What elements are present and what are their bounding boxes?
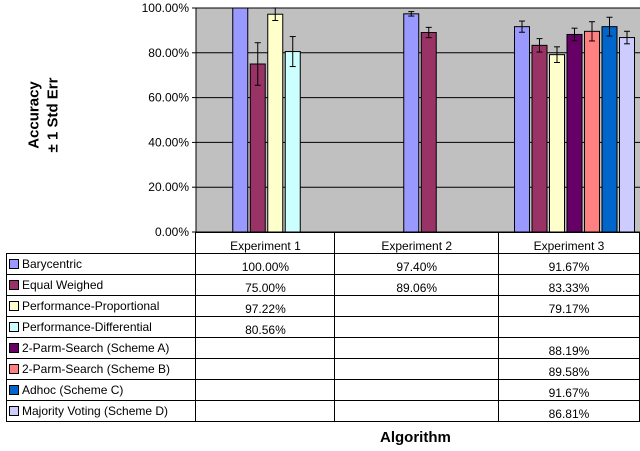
legend-entry: Equal Weighed <box>5 274 197 296</box>
data-value <box>334 358 499 380</box>
legend-swatch <box>9 322 19 332</box>
data-value: 89.58% <box>497 358 640 380</box>
bar <box>584 30 600 233</box>
series-name: Barycentric <box>22 257 83 271</box>
series-name: Performance-Differential <box>22 320 152 334</box>
data-value <box>334 337 499 359</box>
legend-swatch <box>9 301 19 311</box>
y-tick-label: 60.00% <box>148 91 189 105</box>
bar <box>566 33 583 233</box>
bar <box>420 32 437 233</box>
y-axis-label: Accuracy ± 1 Std Err <box>18 60 68 170</box>
data-table-row: Majority Voting (Scheme D) 86.81% <box>5 400 640 422</box>
legend-entry: Performance-Differential <box>5 316 197 338</box>
data-value: 91.67% <box>497 253 640 275</box>
legend-swatch <box>9 385 19 395</box>
category-label: Experiment 1 <box>195 232 336 254</box>
data-value: 75.00% <box>195 274 336 296</box>
y-tick-label: 40.00% <box>148 135 189 149</box>
bar <box>514 26 530 233</box>
legend-entry: 2-Parm-Search (Scheme A) <box>5 337 197 359</box>
data-value <box>195 379 336 401</box>
data-value <box>195 337 336 359</box>
data-table-row: 2-Parm-Search (Scheme B) 89.58% <box>5 358 640 380</box>
data-value <box>334 379 499 401</box>
data-value: 88.19% <box>497 337 640 359</box>
data-value <box>497 316 640 338</box>
bar <box>232 7 249 233</box>
data-table-row: Performance-Differential 80.56% <box>5 316 640 338</box>
data-value <box>195 400 336 422</box>
data-table-row: Barycentric 100.00% 97.40% 91.67% <box>5 253 640 275</box>
data-table: Experiment 1 Experiment 2 Experiment 3 B… <box>5 232 640 422</box>
bar <box>403 13 420 233</box>
y-tick-label: 80.00% <box>148 46 189 60</box>
data-value: 100.00% <box>195 253 336 275</box>
data-value: 91.67% <box>497 379 640 401</box>
data-value: 97.22% <box>195 295 336 317</box>
series-name: 2-Parm-Search (Scheme B) <box>22 362 171 376</box>
data-value: 79.17% <box>497 295 640 317</box>
data-table-header-row: Experiment 1 Experiment 2 Experiment 3 <box>6 232 640 254</box>
data-table-row: Adhoc (Scheme C) 91.67% <box>5 379 640 401</box>
legend-swatch <box>9 280 19 290</box>
data-value: 97.40% <box>334 253 499 275</box>
data-table-row: 2-Parm-Search (Scheme A) 88.19% <box>5 337 640 359</box>
bar <box>619 37 635 233</box>
series-name: 2-Parm-Search (Scheme A) <box>22 341 170 355</box>
y-tick-label: 20.00% <box>148 180 189 194</box>
y-axis-label-line1: Accuracy <box>25 81 43 149</box>
bar <box>249 63 266 233</box>
y-axis-label-line2: ± 1 Std Err <box>44 77 62 153</box>
bar-chart: 0.00%20.00%40.00%60.00%80.00%100.00% <box>142 1 640 239</box>
bar <box>531 44 548 233</box>
data-value <box>334 400 499 422</box>
legend-entry: Performance-Proportional <box>5 295 197 317</box>
legend-entry: Barycentric <box>5 253 197 275</box>
data-value: 83.33% <box>497 274 640 296</box>
legend-swatch <box>9 406 19 416</box>
bar <box>284 51 301 233</box>
legend-swatch <box>9 259 19 269</box>
data-value: 80.56% <box>195 316 336 338</box>
bar <box>601 26 618 233</box>
data-value <box>334 316 499 338</box>
series-name: Majority Voting (Scheme D) <box>22 404 169 418</box>
x-axis-label: Algorithm <box>380 429 451 446</box>
bar <box>549 54 565 233</box>
data-value <box>334 295 499 317</box>
data-value: 86.81% <box>497 400 640 422</box>
data-value: 89.06% <box>334 274 499 296</box>
series-name: Performance-Proportional <box>22 299 160 313</box>
series-name: Equal Weighed <box>22 278 104 292</box>
data-value <box>195 358 336 380</box>
legend-entry: 2-Parm-Search (Scheme B) <box>5 358 197 380</box>
series-name: Adhoc (Scheme C) <box>22 383 124 397</box>
y-tick-label: 100.00% <box>142 1 190 15</box>
legend-entry: Majority Voting (Scheme D) <box>5 400 197 422</box>
category-label: Experiment 2 <box>334 232 499 254</box>
data-table-row: Performance-Proportional 97.22% 79.17% <box>5 295 640 317</box>
legend-entry: Adhoc (Scheme C) <box>5 379 197 401</box>
legend-swatch <box>9 343 19 353</box>
bar <box>267 13 284 233</box>
legend-swatch <box>9 364 19 374</box>
category-label: Experiment 3 <box>497 232 640 254</box>
data-table-corner <box>6 232 197 254</box>
data-table-row: Equal Weighed 75.00% 89.06% 83.33% <box>5 274 640 296</box>
